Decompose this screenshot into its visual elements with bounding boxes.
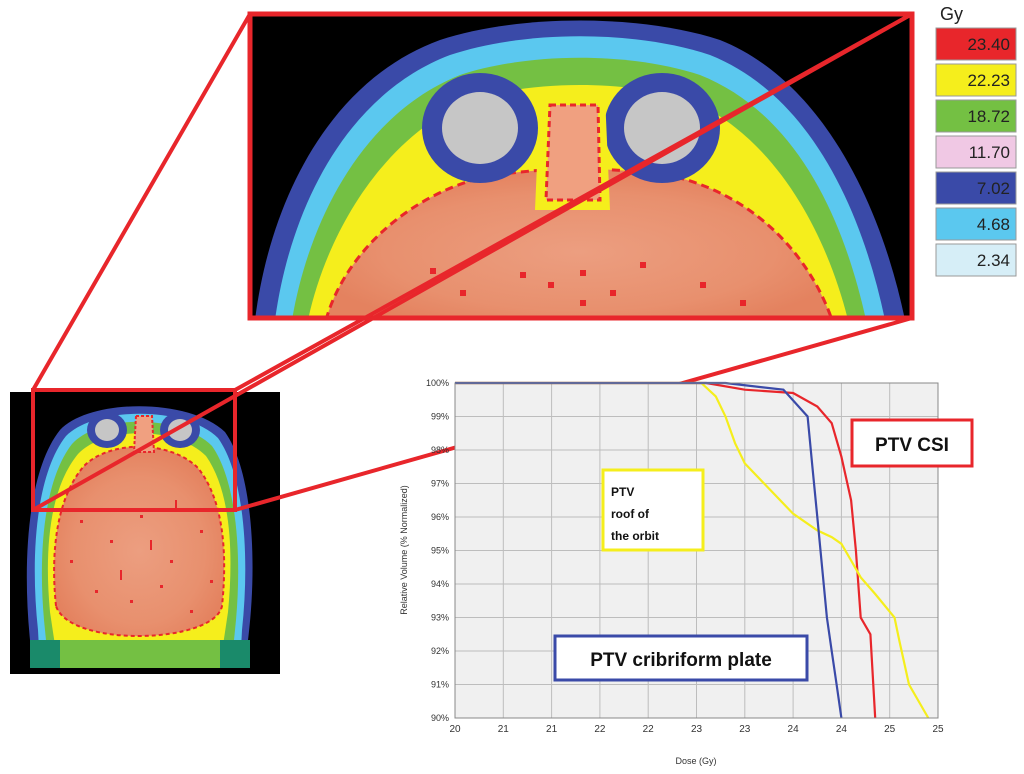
y-tick-label: 98% [431, 445, 449, 455]
legend-unit: Gy [940, 4, 963, 24]
x-tick-label: 21 [546, 724, 558, 735]
legend-swatch [935, 243, 1017, 277]
x-tick-label: 24 [836, 724, 848, 735]
ptv-cribriform-label: PTV cribriform plate [590, 650, 772, 671]
y-tick-label: 96% [431, 512, 449, 522]
x-tick-label: 22 [643, 724, 655, 735]
dvh-series-line [455, 381, 877, 719]
y-tick-label: 90% [431, 713, 449, 723]
legend-value: 23.40 [967, 35, 1010, 54]
dose-legend: Gy 23.40 22.23 18.72 11.70 7.02 4.68 2.34 [935, 4, 1017, 277]
x-tick-label: 25 [884, 724, 896, 735]
x-tick-label: 25 [932, 724, 944, 735]
y-tick-label: 93% [431, 613, 449, 623]
x-axis-label: Dose (Gy) [675, 756, 716, 766]
zoom-region-box [31, 388, 237, 512]
ptv-orbit-line-1: PTV [611, 485, 634, 499]
x-tick-label: 20 [449, 724, 461, 735]
dvh-series-line [455, 381, 930, 719]
ptv-orbit-line-2: roof of [611, 507, 650, 521]
y-tick-label: 91% [431, 680, 449, 690]
legend-value: 11.70 [969, 143, 1010, 162]
legend-value: 7.02 [977, 179, 1010, 198]
annotation-ptv-cribriform: PTV cribriform plate [553, 634, 809, 682]
legend-swatch [935, 171, 1017, 205]
y-tick-label: 99% [431, 412, 449, 422]
legend-value: 22.23 [967, 71, 1010, 90]
x-tick-label: 23 [691, 724, 703, 735]
zoomed-dose-map [247, 11, 915, 321]
y-tick-label: 94% [431, 579, 449, 589]
legend-swatch [935, 99, 1017, 133]
x-tick-label: 24 [788, 724, 800, 735]
legend-swatch [935, 63, 1017, 97]
annotation-ptv-orbit: PTV roof of the orbit [601, 468, 705, 552]
x-tick-label: 23 [739, 724, 751, 735]
axial-dose-map [10, 388, 280, 674]
ptv-orbit-line-3: the orbit [611, 529, 659, 543]
y-tick-label: 95% [431, 546, 449, 556]
x-tick-label: 22 [594, 724, 606, 735]
dvh-series-line [455, 381, 843, 719]
y-axis-label: Relative Volume (% Normalized) [399, 485, 409, 615]
legend-swatch [935, 27, 1017, 61]
legend-swatch [935, 207, 1017, 241]
legend-swatch [935, 135, 1017, 169]
annotation-ptv-csi: PTV CSI [850, 418, 974, 468]
legend-value: 2.34 [977, 251, 1010, 270]
legend-value: 18.72 [967, 107, 1010, 126]
y-tick-label: 100% [426, 378, 449, 388]
y-tick-label: 92% [431, 646, 449, 656]
legend-value: 4.68 [977, 215, 1010, 234]
ptv-csi-label: PTV CSI [875, 435, 949, 456]
x-tick-label: 21 [498, 724, 510, 735]
y-tick-label: 97% [431, 479, 449, 489]
